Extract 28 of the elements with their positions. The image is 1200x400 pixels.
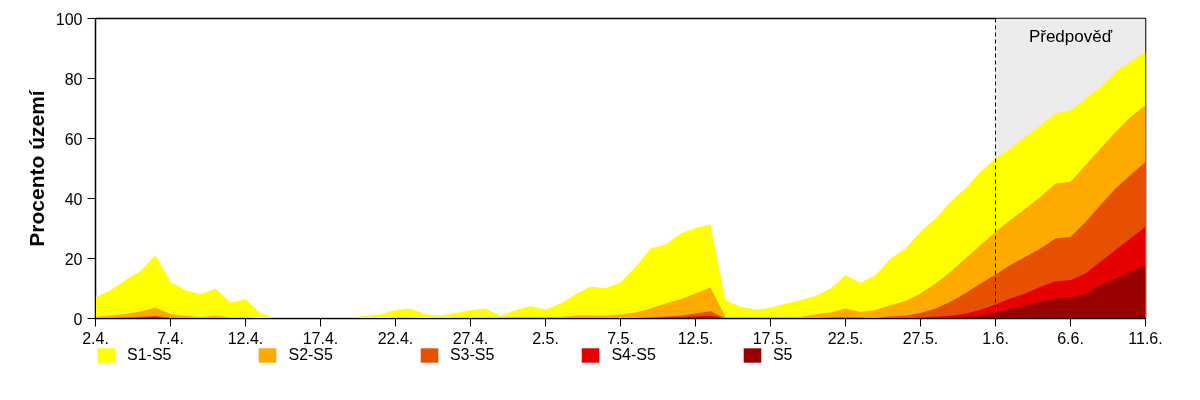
x-tick-label: 17.5. (752, 329, 789, 347)
x-tick-label: 22.4. (377, 329, 414, 347)
x-tick-label: 7.4. (157, 329, 184, 347)
x-tick-label: 17.4. (302, 329, 339, 347)
y-tick-label: 0 (73, 310, 83, 328)
x-tick-label: 11.6. (1128, 329, 1163, 347)
y-tick-label: 20 (64, 250, 83, 268)
x-tick-label: 12.5. (677, 329, 714, 347)
legend-label: S4-S5 (611, 346, 656, 364)
x-tick-label: 27.5. (902, 329, 939, 347)
legend-label: S2-S5 (288, 346, 333, 364)
y-tick-label: 40 (64, 190, 83, 208)
band-label: Předpověď (1028, 26, 1113, 46)
x-tick-label: 6.6. (1057, 329, 1084, 347)
y-tick-label: 60 (64, 130, 83, 148)
x-tick-label: 2.4. (82, 329, 109, 347)
x-tick-label: 2.5. (532, 329, 559, 347)
legend-label: S5 (772, 346, 793, 364)
x-tick-label: 1.6. (982, 329, 1009, 347)
y-axis-title: Procento území (24, 89, 48, 247)
legend-label: S1-S5 (127, 346, 172, 364)
y-tick-label: 80 (64, 70, 83, 88)
x-tick-label: 27.4. (452, 329, 489, 347)
legend-label: S3-S5 (449, 346, 495, 364)
x-tick-label: 22.5. (827, 329, 864, 347)
x-tick-label: 7.5. (607, 329, 634, 347)
x-tick-label: 12.4. (227, 329, 264, 347)
y-tick-label: 100 (55, 10, 83, 28)
